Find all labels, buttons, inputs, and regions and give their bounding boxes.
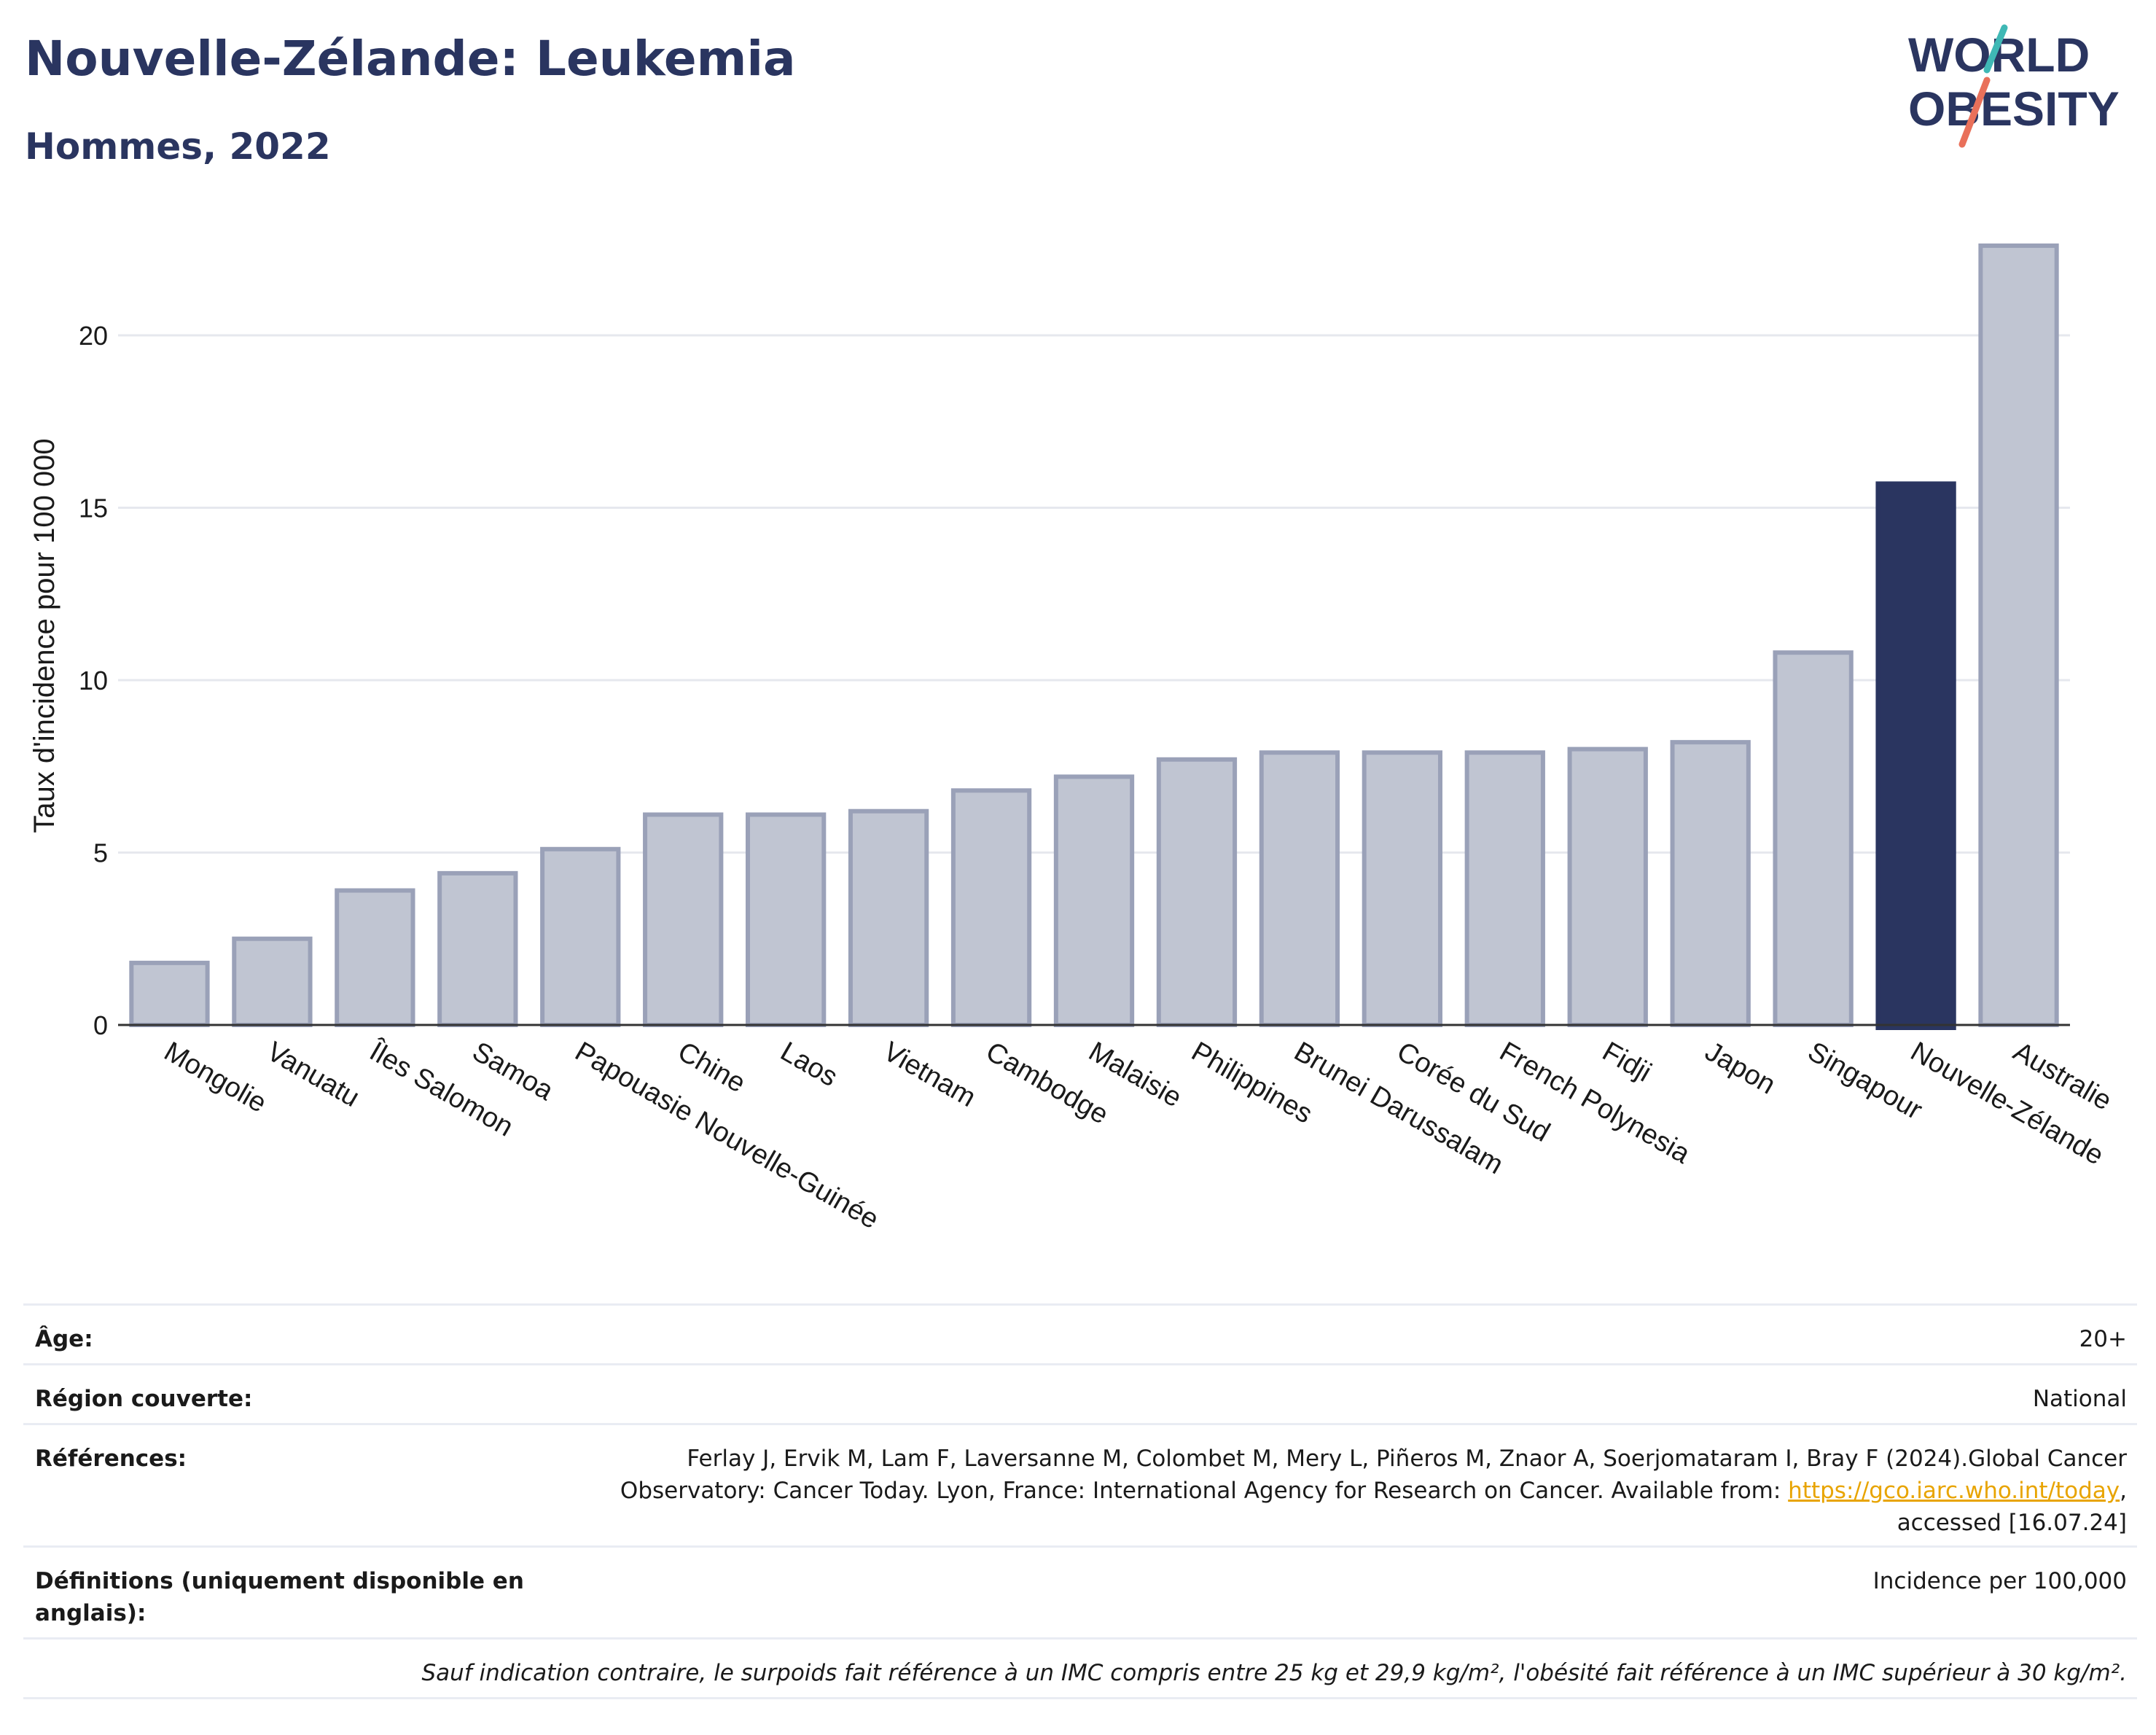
- bar-nouvelle-z-lande: [1875, 481, 1956, 1030]
- bar-philippines: [1156, 757, 1238, 1028]
- bar-brunei-darussalam: [1259, 750, 1340, 1027]
- y-tick-label: 10: [79, 666, 108, 695]
- x-tick-label: Japon: [1700, 1036, 1781, 1100]
- bar-chine: [643, 812, 724, 1027]
- x-tick-label: Chine: [673, 1036, 751, 1099]
- y-tick-label: 5: [93, 838, 108, 868]
- region-label: Région couverte:: [35, 1386, 253, 1412]
- bar-vanuatu: [232, 936, 313, 1027]
- definitions-label: Définitions (uniquement disponible en an…: [35, 1568, 524, 1626]
- x-tick-label: Vietnam: [878, 1036, 981, 1113]
- references-row: Références: Ferlay J, Ervik M, Lam F, La…: [23, 1423, 2137, 1545]
- definitions-value: Incidence per 100,000: [1872, 1568, 2127, 1594]
- bar-malaisie: [1053, 774, 1135, 1027]
- references-text: Ferlay J, Ervik M, Lam F, Laversanne M, …: [620, 1446, 2127, 1504]
- bar-laos: [746, 812, 827, 1027]
- age-row: Âge: 20+: [23, 1303, 2137, 1363]
- age-label: Âge:: [35, 1326, 93, 1352]
- footnote: Sauf indication contraire, le surpoids f…: [421, 1660, 2127, 1686]
- y-tick-label: 15: [79, 494, 108, 523]
- bars: [129, 243, 2059, 1030]
- y-axis-ticks: 0 5 10 15 20: [79, 321, 108, 1040]
- x-tick-label: Laos: [776, 1036, 843, 1093]
- x-tick-label: Singapour: [1802, 1036, 1927, 1126]
- references-tail: , accessed [16.07.24]: [1897, 1478, 2127, 1536]
- y-tick-label: 0: [93, 1010, 108, 1040]
- region-row: Région couverte: National: [23, 1363, 2137, 1423]
- region-value: National: [2032, 1386, 2127, 1412]
- bar-cor-e-du-sud: [1362, 750, 1442, 1027]
- references-value: Ferlay J, Ervik M, Lam F, Laversanne M, …: [596, 1443, 2127, 1545]
- logo-line2: OBESITY: [1908, 82, 2120, 136]
- references-link[interactable]: https://gco.iarc.who.int/today: [1788, 1478, 2120, 1504]
- x-tick-label: Mongolie: [159, 1036, 272, 1118]
- y-axis-label: Taux d'incidence pour 100 000: [28, 438, 60, 833]
- x-tick-label: French Polynesia: [1494, 1036, 1695, 1170]
- bar-chart: 0 5 10 15 20 Taux d'incidence pour 100 000 M…: [28, 243, 2117, 1235]
- definitions-row: Définitions (uniquement disponible en an…: [23, 1545, 2137, 1637]
- x-tick-label: Fidji: [1597, 1036, 1656, 1088]
- chart-title: Nouvelle-Zélande: Leukemia: [25, 31, 796, 87]
- x-tick-label: Nouvelle-Zélande: [1905, 1036, 2109, 1171]
- metadata-table: Âge: 20+ Région couverte: National Référ…: [23, 1303, 2137, 1699]
- age-value: 20+: [2079, 1326, 2127, 1352]
- bar-samoa: [437, 870, 518, 1027]
- bar-singapour: [1773, 650, 1854, 1027]
- bar-japon: [1670, 740, 1751, 1027]
- bar-french-polynesia: [1464, 750, 1545, 1027]
- bar-mongolie: [129, 960, 210, 1027]
- note-row: Sauf indication contraire, le surpoids f…: [23, 1637, 2137, 1697]
- references-label: Références:: [35, 1446, 187, 1472]
- bar-papouasie-nouvelle-guin-e: [540, 846, 621, 1028]
- chart-subtitle: Hommes, 2022: [25, 125, 331, 168]
- bar--les-salomon: [335, 888, 415, 1028]
- bar-vietnam: [848, 808, 929, 1027]
- x-tick-label: Vanuatu: [262, 1036, 364, 1113]
- bar-australie: [1978, 243, 2059, 1027]
- bar-fidji: [1567, 746, 1648, 1027]
- y-tick-label: 20: [79, 321, 108, 351]
- world-obesity-logo: WORLD OBESITY: [1908, 24, 2120, 148]
- bar-cambodge: [950, 788, 1032, 1027]
